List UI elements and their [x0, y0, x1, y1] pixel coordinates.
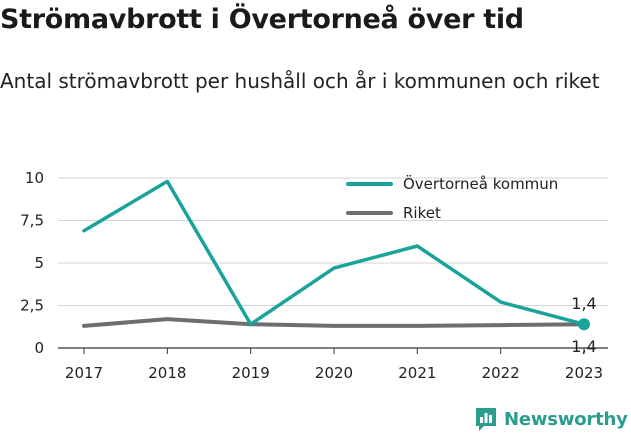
series-lines [82, 179, 586, 328]
legend: Övertorneå kommun Riket [346, 174, 558, 222]
y-tick-label: 10 [25, 169, 44, 187]
brand-name: Newsworthy [504, 408, 628, 430]
legend-label: Övertorneå kommun [403, 174, 558, 193]
data-label-upper: 1,4 [571, 294, 596, 313]
x-tick-label: 2022 [482, 364, 520, 382]
series-line-riket [82, 317, 586, 328]
series-line-overtornea [82, 179, 586, 326]
chart-title: Strömavbrott i Övertorneå över tid [0, 4, 524, 35]
end-markers [578, 318, 590, 331]
y-tick-label: 7,5 [20, 212, 44, 230]
data-label-lower: 1,4 [571, 337, 596, 356]
data-labels: 1,4 1,4 [571, 294, 596, 356]
y-tick-label: 2,5 [20, 297, 44, 315]
y-axis-ticks: 0 2,5 5 7,5 10 [20, 169, 44, 357]
bar-chart-logo-icon [476, 408, 496, 431]
x-tick-label: 2019 [232, 364, 270, 382]
x-tick-label: 2023 [565, 364, 603, 382]
chart-subtitle: Antal strömavbrott per hushåll och år i … [0, 69, 600, 93]
x-tick-label: 2017 [65, 364, 103, 382]
x-tick-label: 2020 [315, 364, 353, 382]
x-tick-label: 2018 [148, 364, 186, 382]
x-axis-ticks: 2017 2018 2019 2020 2021 2022 2023 [65, 348, 603, 382]
y-tick-label: 5 [34, 254, 44, 272]
legend-label: Riket [403, 204, 441, 222]
end-point-marker [578, 318, 590, 331]
x-tick-label: 2021 [398, 364, 436, 382]
y-tick-label: 0 [34, 339, 44, 357]
newsworthy-logo[interactable]: Newsworthy [474, 406, 628, 432]
